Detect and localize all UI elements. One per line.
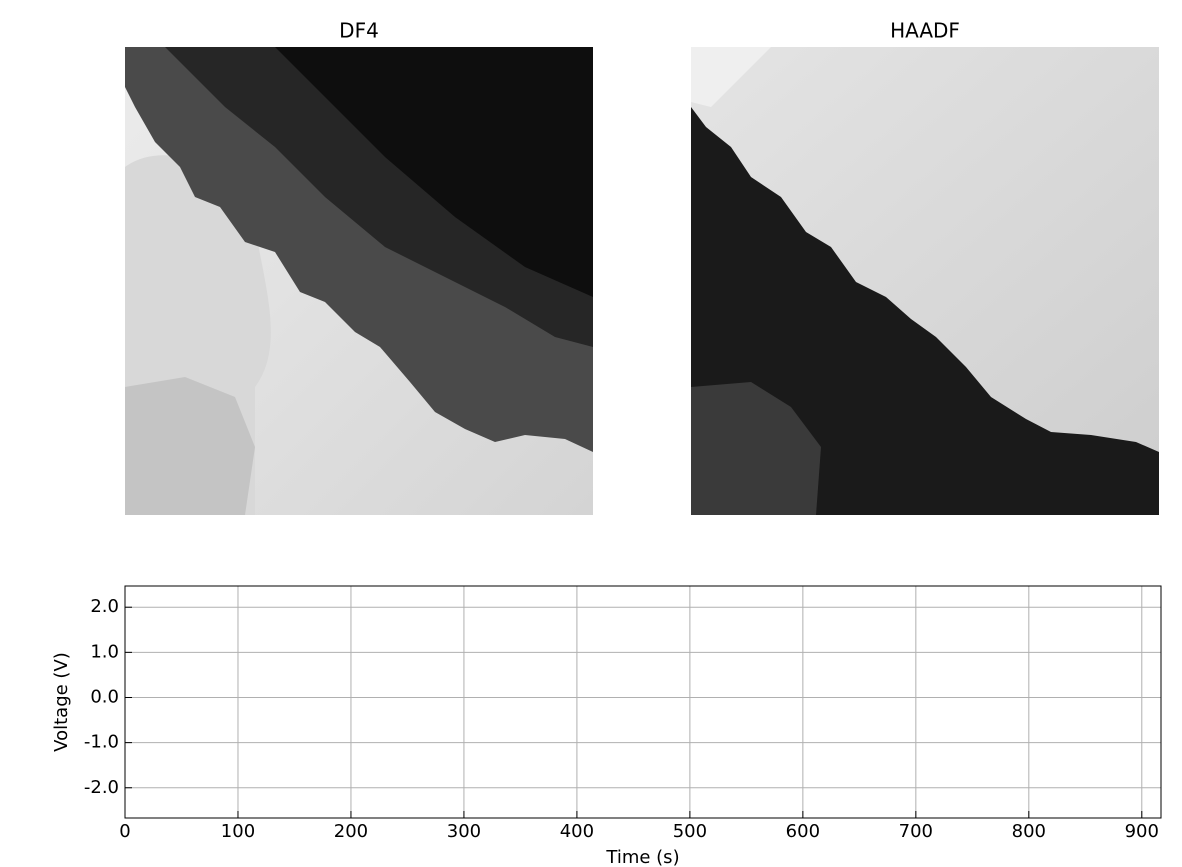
x-tick-label: 0 <box>119 821 130 842</box>
y-tick-label: 0.0 <box>90 686 119 707</box>
x-tick-label: 600 <box>786 821 820 842</box>
df4-image <box>125 47 593 516</box>
y-tick-label: 1.0 <box>90 641 119 662</box>
image-title: DF4 <box>339 19 379 43</box>
x-tick-label: 700 <box>899 821 933 842</box>
y-tick-label: -1.0 <box>84 732 119 753</box>
x-tick-label: 100 <box>221 821 255 842</box>
y-tick-label: 2.0 <box>90 596 119 617</box>
x-tick-label: 400 <box>560 821 594 842</box>
x-tick-label: 300 <box>447 821 481 842</box>
x-tick-label: 200 <box>334 821 368 842</box>
haadf-image <box>691 47 1159 515</box>
image-title: HAADF <box>890 19 960 43</box>
x-axis-label: Time (s) <box>605 847 679 867</box>
y-axis-label: Voltage (V) <box>51 652 72 752</box>
y-tick-label: -2.0 <box>84 777 119 798</box>
plot-frame <box>124 585 1162 819</box>
x-tick-label: 500 <box>673 821 707 842</box>
x-tick-label: 900 <box>1125 821 1159 842</box>
x-tick-label: 800 <box>1012 821 1046 842</box>
